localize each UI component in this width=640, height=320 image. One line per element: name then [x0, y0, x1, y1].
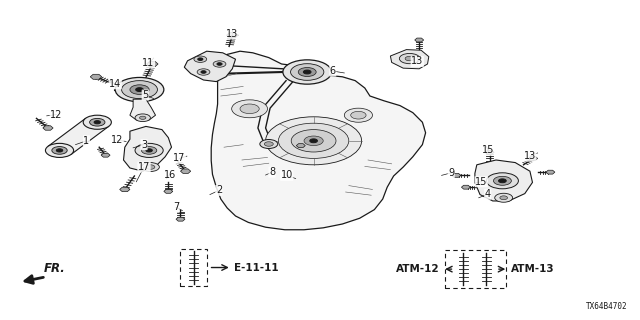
Circle shape [310, 139, 317, 143]
Circle shape [90, 118, 105, 126]
Polygon shape [475, 160, 532, 201]
Polygon shape [101, 153, 110, 157]
Polygon shape [415, 38, 424, 42]
Text: 7: 7 [173, 202, 179, 212]
Polygon shape [452, 173, 461, 177]
Circle shape [283, 60, 332, 84]
Text: TX64B4702: TX64B4702 [586, 302, 627, 311]
Circle shape [495, 193, 513, 202]
Circle shape [240, 104, 259, 114]
Circle shape [303, 70, 311, 74]
Text: 13: 13 [411, 56, 424, 67]
Circle shape [344, 108, 372, 122]
Polygon shape [184, 51, 236, 82]
Polygon shape [43, 126, 53, 130]
Circle shape [298, 68, 316, 76]
Polygon shape [48, 118, 109, 154]
Circle shape [136, 88, 143, 92]
Circle shape [500, 196, 508, 200]
Polygon shape [485, 150, 494, 154]
Polygon shape [124, 126, 172, 171]
Circle shape [499, 179, 506, 183]
Circle shape [201, 71, 206, 73]
Text: 6: 6 [330, 66, 336, 76]
Text: 2: 2 [216, 185, 222, 196]
Text: 11: 11 [142, 58, 155, 68]
Text: 1: 1 [83, 136, 90, 146]
Circle shape [130, 85, 149, 94]
Circle shape [56, 149, 63, 152]
Text: 17: 17 [173, 153, 186, 164]
Circle shape [304, 136, 323, 146]
Circle shape [399, 53, 420, 64]
Text: 13: 13 [225, 29, 238, 39]
Text: 12: 12 [111, 135, 124, 145]
Circle shape [291, 130, 336, 152]
Circle shape [405, 56, 414, 61]
Circle shape [115, 77, 164, 102]
Circle shape [264, 142, 273, 146]
Circle shape [140, 116, 146, 119]
Polygon shape [546, 170, 555, 174]
Circle shape [135, 143, 163, 157]
Circle shape [291, 64, 324, 80]
Text: E-11-11: E-11-11 [234, 262, 279, 273]
Circle shape [146, 165, 155, 169]
Circle shape [141, 147, 157, 154]
Circle shape [135, 114, 150, 122]
Circle shape [146, 149, 152, 152]
Text: ATM-13: ATM-13 [511, 264, 554, 274]
Text: 10: 10 [280, 170, 293, 180]
Polygon shape [211, 51, 426, 230]
Polygon shape [120, 187, 130, 192]
Text: 8: 8 [269, 167, 275, 177]
Circle shape [141, 163, 159, 172]
Text: 3: 3 [141, 140, 147, 150]
Circle shape [260, 140, 278, 148]
Polygon shape [180, 169, 191, 173]
Text: 17: 17 [138, 162, 150, 172]
Text: 9: 9 [448, 168, 454, 178]
Polygon shape [147, 61, 158, 67]
Circle shape [266, 117, 362, 165]
Bar [445, 250, 506, 288]
Polygon shape [164, 189, 173, 193]
Circle shape [52, 147, 67, 154]
Circle shape [122, 81, 157, 99]
Polygon shape [176, 217, 185, 221]
Text: 15: 15 [482, 145, 495, 156]
Polygon shape [390, 50, 429, 69]
Bar [180, 249, 207, 286]
Text: 13: 13 [524, 151, 536, 161]
Circle shape [213, 61, 226, 67]
Polygon shape [130, 99, 156, 120]
Circle shape [217, 63, 222, 65]
Text: 15: 15 [475, 177, 488, 187]
Circle shape [493, 176, 511, 185]
Polygon shape [461, 185, 470, 189]
Circle shape [278, 123, 349, 158]
Polygon shape [296, 144, 305, 148]
Polygon shape [529, 156, 538, 160]
Circle shape [351, 111, 366, 119]
Text: 4: 4 [484, 189, 491, 199]
Text: 14: 14 [109, 79, 122, 89]
Circle shape [194, 56, 207, 62]
Circle shape [45, 143, 74, 157]
Circle shape [94, 121, 100, 124]
Circle shape [232, 100, 268, 118]
Circle shape [198, 58, 203, 60]
Circle shape [486, 173, 518, 189]
Text: 12: 12 [50, 109, 63, 120]
Polygon shape [90, 74, 102, 79]
Text: FR.: FR. [44, 262, 65, 275]
Circle shape [83, 115, 111, 129]
Polygon shape [227, 33, 238, 38]
Text: 16: 16 [163, 170, 176, 180]
Circle shape [197, 69, 210, 75]
Text: ATM-12: ATM-12 [396, 264, 440, 274]
Text: 5: 5 [142, 90, 148, 100]
